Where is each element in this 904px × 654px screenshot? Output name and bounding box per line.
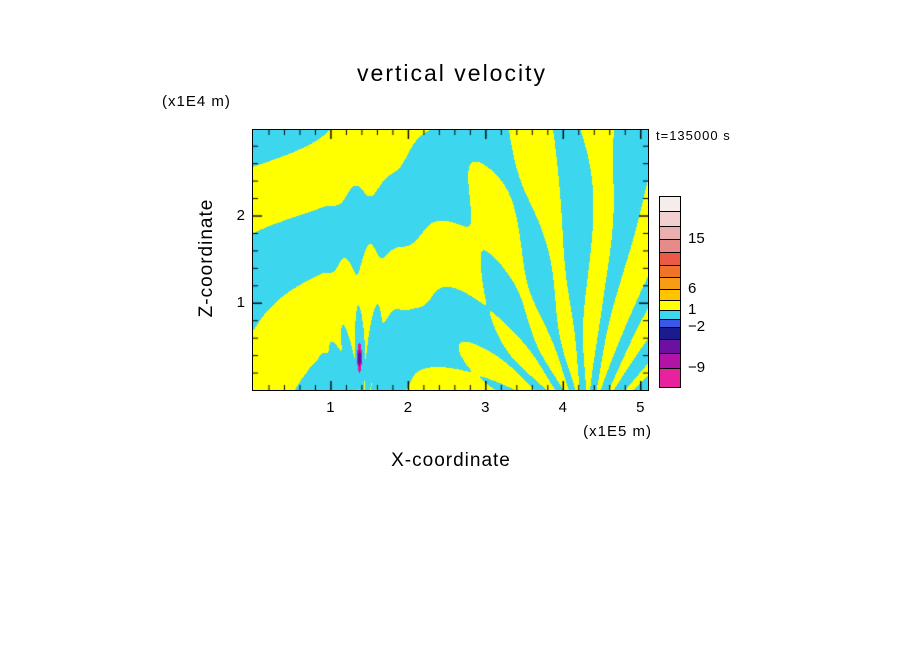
x-tick-label: 3 — [481, 399, 490, 416]
y-tick-label: 1 — [236, 293, 245, 311]
colorbar-segment — [660, 212, 680, 227]
colorbar-labels: 15 6 1 −2 −9 — [688, 196, 732, 386]
contour-field — [253, 130, 648, 390]
x-axis-title: X-coordinate — [391, 450, 511, 471]
z-axis-unit-label: (x1E4 m) — [162, 93, 231, 110]
y-tick-label: 2 — [236, 206, 245, 224]
colorbar-segment — [660, 354, 680, 369]
colorbar-segment — [660, 301, 680, 311]
time-annotation: t=135000 s — [656, 128, 731, 143]
colorbar-segment — [660, 197, 680, 212]
colorbar-label: 1 — [688, 301, 697, 318]
colorbar-label: 6 — [688, 280, 697, 297]
colorbar — [659, 196, 681, 388]
y-axis-title: Z-coordinate — [196, 198, 217, 318]
colorbar-segment — [660, 278, 680, 290]
chart-title: vertical velocity — [357, 60, 547, 86]
colorbar-segment — [660, 311, 680, 320]
colorbar-segment — [660, 227, 680, 240]
x-tick-label: 5 — [636, 399, 645, 416]
colorbar-segment — [660, 328, 680, 340]
colorbar-segment — [660, 369, 680, 387]
colorbar-label: −9 — [688, 359, 706, 376]
x-tick-label: 2 — [403, 399, 413, 416]
colorbar-label: 15 — [688, 230, 705, 247]
colorbar-segment — [660, 340, 680, 354]
x-axis-unit-label: (x1E5 m) — [583, 423, 652, 440]
colorbar-segment — [660, 320, 680, 328]
x-tick-label: 4 — [558, 399, 567, 416]
colorbar-label: −2 — [688, 318, 706, 335]
plot-area — [252, 129, 649, 391]
x-tick-labels: 1 2 3 4 5 — [253, 399, 648, 419]
colorbar-segment — [660, 290, 680, 301]
colorbar-segment — [660, 240, 680, 253]
colorbar-segment — [660, 253, 680, 266]
x-tick-label: 1 — [326, 399, 335, 416]
colorbar-segment — [660, 266, 680, 278]
